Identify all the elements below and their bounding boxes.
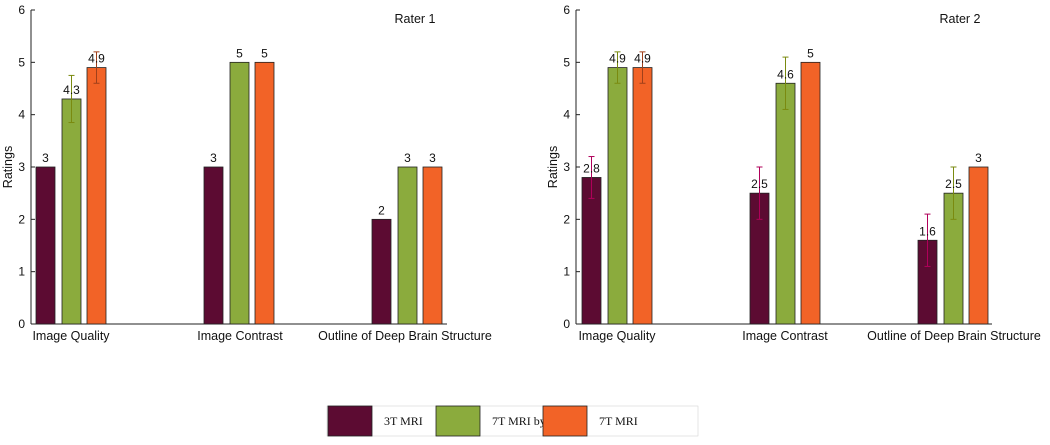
legend-label: 7T MRI [599,414,638,428]
y-tick-label: 5 [18,55,25,69]
y-tick-label: 3 [18,160,25,174]
y-tick-label: 3 [563,160,570,174]
data-label: 4.9 [634,52,651,66]
legend-swatch [435,405,481,437]
data-label: 3 [429,151,436,165]
data-label: 3 [975,151,982,165]
data-label: 5 [261,46,268,60]
y-tick-label: 0 [563,317,570,331]
bar-7t-mri-by-wat [775,82,796,325]
bar-7t-mri-by-wat [61,98,82,325]
bar-7t-mri [800,61,821,325]
bar-3t-mri [203,166,224,325]
data-label: 2.5 [751,177,768,191]
data-label: 3 [210,151,217,165]
bar-3t-mri [35,166,56,325]
data-label: 2.8 [583,161,600,175]
chart-title: Rater 1 [395,12,436,26]
y-tick-label: 6 [18,3,25,17]
bar-7t-mri-by-wat [607,67,628,325]
data-label: 4.3 [63,83,80,97]
legend: 3T MRI 7T MRI by WAT 7T MRI [326,405,699,437]
bar-7t-mri [254,61,275,325]
chart-panel-1: 0 1 2 3 4 5 6 Ratings Rater 1 Image Quality Image … [1,3,492,343]
legend-swatch [542,405,588,437]
category-label: Image Quality [578,329,656,343]
y-tick-label: 2 [18,212,25,226]
bar-3t-mri [371,218,392,325]
y-tick-label: 2 [563,212,570,226]
data-label: 3 [42,151,49,165]
bar-7t-mri [86,67,107,325]
bar-7t-mri [422,166,443,325]
chart-title: Rater 2 [940,12,981,26]
y-tick-label: 5 [563,55,570,69]
data-label: 4.6 [777,67,794,81]
bar-7t-mri [632,67,653,325]
legend-frame [326,405,699,437]
y-tick-label: 4 [18,108,25,122]
data-label: 2 [378,203,385,217]
chart-panel-2: 0 1 2 3 4 5 6 Ratings Rater 2 Image Quality Image … [546,3,1041,343]
data-label: 3 [404,151,411,165]
legend-swatch [327,405,373,437]
data-label: 5 [236,46,243,60]
data-label: 4.9 [609,52,626,66]
category-label: Outline of Deep Brain Structure [318,329,492,343]
y-axis-label: Ratings [546,146,560,188]
y-tick-label: 0 [18,317,25,331]
y-tick-label: 1 [18,265,25,279]
y-tick-label: 4 [563,108,570,122]
legend-label: 3T MRI [384,414,423,428]
bar-7t-mri-by-wat [397,166,418,325]
y-tick-label: 1 [563,265,570,279]
category-label: Outline of Deep Brain Structure [867,329,1041,343]
category-label: Image Quality [32,329,110,343]
category-label: Image Contrast [197,329,283,343]
y-tick-label: 6 [563,3,570,17]
data-label: 4.9 [88,52,105,66]
bar-7t-mri-by-wat [229,61,250,325]
bar-3t-mri [581,177,602,325]
category-label: Image Contrast [742,329,828,343]
bar-7t-mri [968,166,989,325]
data-label: 5 [807,46,814,60]
y-axis-label: Ratings [1,146,15,188]
data-label: 2.5 [945,177,962,191]
data-label: 1.6 [919,224,936,238]
